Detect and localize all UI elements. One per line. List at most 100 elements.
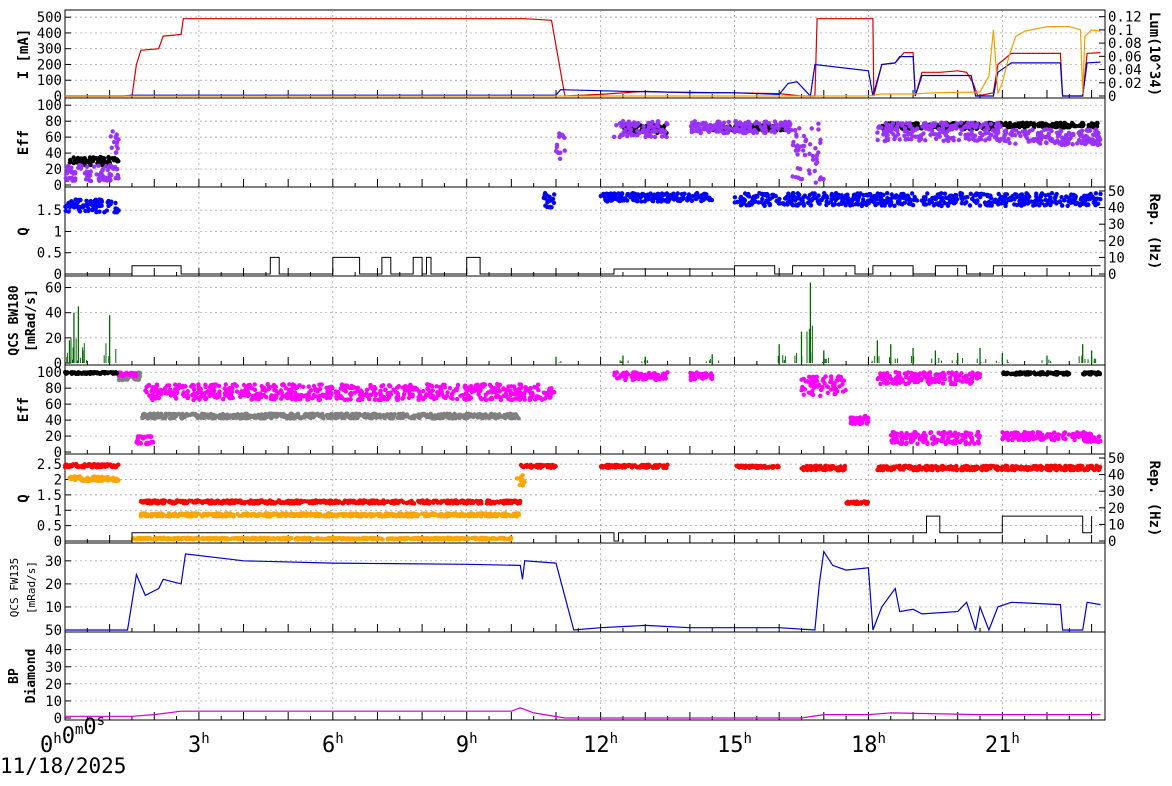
data-point xyxy=(923,138,927,142)
data-point xyxy=(880,201,884,205)
data-point xyxy=(79,164,83,168)
y-tick-label: 60 xyxy=(45,281,62,297)
data-point xyxy=(106,155,110,159)
data-point xyxy=(884,126,888,130)
data-point xyxy=(1020,193,1024,197)
data-point xyxy=(969,133,973,137)
data-point xyxy=(623,128,627,132)
data-point xyxy=(298,393,302,397)
data-point xyxy=(733,195,737,199)
data-point xyxy=(496,394,500,398)
data-point xyxy=(946,435,950,439)
data-point xyxy=(814,181,818,185)
data-point xyxy=(994,199,998,203)
data-point xyxy=(101,167,105,171)
y-tick-label: 80 xyxy=(45,114,62,130)
data-point xyxy=(1015,203,1019,207)
data-point xyxy=(848,202,852,206)
data-point xyxy=(1009,198,1013,202)
data-point xyxy=(1081,201,1085,205)
data-point xyxy=(695,125,699,129)
data-point xyxy=(929,123,933,127)
data-point xyxy=(472,389,476,393)
data-point xyxy=(906,381,910,385)
data-point xyxy=(437,415,441,419)
data-point xyxy=(348,416,352,420)
data-point xyxy=(959,371,963,375)
data-point xyxy=(853,422,857,426)
data-point xyxy=(199,387,203,391)
data-point xyxy=(1002,122,1006,126)
data-point xyxy=(276,413,280,417)
data-point xyxy=(922,370,926,374)
data-point xyxy=(910,191,914,195)
data-point xyxy=(173,383,177,387)
data-point xyxy=(659,128,663,132)
data-point xyxy=(740,200,744,204)
data-point xyxy=(512,384,516,388)
data-point xyxy=(895,375,899,379)
data-point xyxy=(1067,432,1071,436)
data-point xyxy=(467,415,471,419)
data-point xyxy=(115,207,119,211)
data-point xyxy=(504,394,508,398)
data-point xyxy=(1063,437,1067,441)
data-point xyxy=(798,167,802,171)
y-tick-label: 300 xyxy=(37,42,62,58)
data-point xyxy=(813,146,817,150)
data-point xyxy=(147,434,151,438)
data-point xyxy=(621,119,625,123)
data-point xyxy=(349,391,353,395)
data-point xyxy=(794,175,798,179)
data-point xyxy=(1074,432,1078,436)
data-point xyxy=(441,383,445,387)
data-point xyxy=(732,128,736,132)
data-point xyxy=(826,391,830,395)
data-point xyxy=(710,198,714,202)
data-point xyxy=(301,385,305,389)
data-point xyxy=(1096,370,1100,374)
data-point xyxy=(616,191,620,195)
data-point xyxy=(627,120,631,124)
data-point xyxy=(899,431,903,435)
data-point xyxy=(785,195,789,199)
data-point xyxy=(457,413,461,417)
data-point xyxy=(190,384,194,388)
data-point xyxy=(824,203,828,207)
y-tick-label: 60 xyxy=(45,130,62,146)
data-point xyxy=(221,397,225,401)
data-point xyxy=(1021,200,1025,204)
data-point xyxy=(73,371,77,375)
data-point xyxy=(314,387,318,391)
data-point xyxy=(303,394,307,398)
data-point xyxy=(397,384,401,388)
data-point xyxy=(536,388,540,392)
data-point xyxy=(98,204,102,208)
data-point xyxy=(624,370,628,374)
data-point xyxy=(871,199,875,203)
data-point xyxy=(925,191,929,195)
data-point xyxy=(962,436,966,440)
data-point xyxy=(402,392,406,396)
y-tick-label: 100 xyxy=(37,73,62,89)
data-point xyxy=(1065,137,1069,141)
data-point xyxy=(969,378,973,382)
data-point xyxy=(191,412,195,416)
data-point xyxy=(169,393,173,397)
data-point xyxy=(552,201,556,205)
data-point xyxy=(978,125,982,129)
data-point xyxy=(739,195,743,199)
data-point xyxy=(1050,432,1054,436)
data-point xyxy=(103,371,107,375)
data-point xyxy=(1042,122,1046,126)
data-point xyxy=(410,394,414,398)
data-point xyxy=(551,197,555,201)
data-point xyxy=(686,196,690,200)
data-point xyxy=(831,384,835,388)
data-point xyxy=(78,209,82,213)
data-point xyxy=(813,169,817,173)
data-point xyxy=(175,391,179,395)
y-tick-label: 200 xyxy=(37,57,62,73)
data-point xyxy=(949,199,953,203)
